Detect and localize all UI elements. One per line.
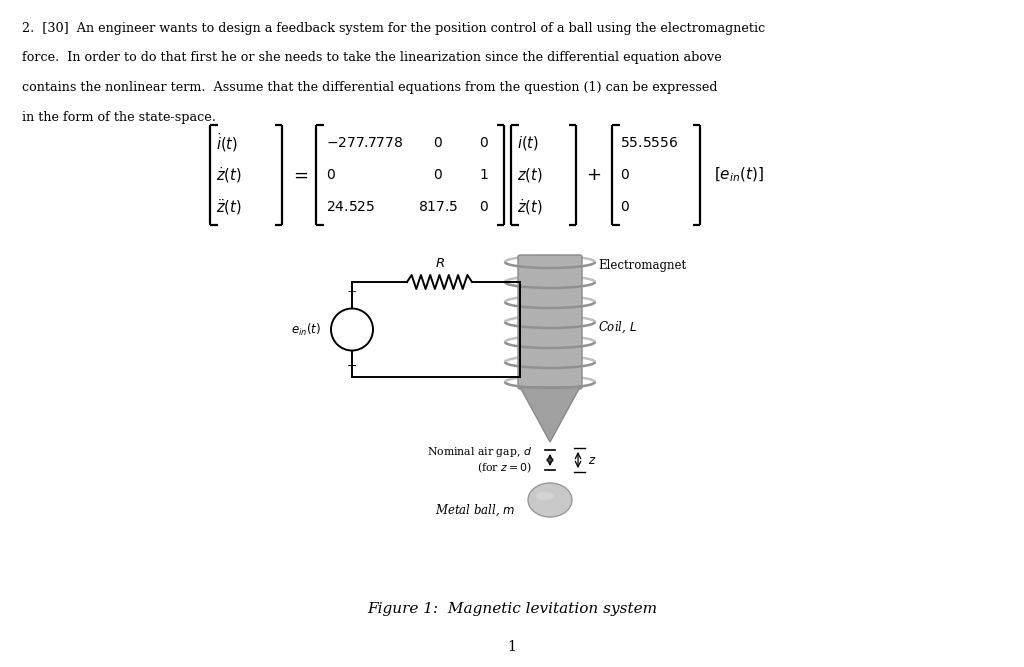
Text: Nominal air gap, $d$
(for $z = 0$): Nominal air gap, $d$ (for $z = 0$) xyxy=(427,445,532,476)
Text: $z(t)$: $z(t)$ xyxy=(517,166,543,184)
Text: $0$: $0$ xyxy=(479,200,488,214)
Text: $\ddot{z}(t)$: $\ddot{z}(t)$ xyxy=(216,197,242,217)
Text: $\dot{i}(t)$: $\dot{i}(t)$ xyxy=(216,131,238,155)
Text: Coil, $L$: Coil, $L$ xyxy=(598,319,637,335)
Text: $e_{in}(t)$: $e_{in}(t)$ xyxy=(291,321,321,338)
Circle shape xyxy=(331,309,373,350)
Text: $0$: $0$ xyxy=(620,168,630,182)
Polygon shape xyxy=(520,387,580,442)
Ellipse shape xyxy=(528,483,572,517)
Text: $R$: $R$ xyxy=(434,257,444,270)
Text: $-$: $-$ xyxy=(346,358,357,372)
Text: contains the nonlinear term.  Assume that the differential equations from the qu: contains the nonlinear term. Assume that… xyxy=(22,81,718,94)
Text: $55.5556$: $55.5556$ xyxy=(620,136,679,150)
Text: 1: 1 xyxy=(508,640,516,654)
Text: Electromagnet: Electromagnet xyxy=(598,259,686,271)
Text: $[e_{in}(t)]$: $[e_{in}(t)]$ xyxy=(714,166,764,184)
Text: $0$: $0$ xyxy=(433,168,443,182)
Text: $24.525$: $24.525$ xyxy=(326,200,375,214)
Text: 2.  [30]  An engineer wants to design a feedback system for the position control: 2. [30] An engineer wants to design a fe… xyxy=(22,22,765,35)
Text: $\dot{z}(t)$: $\dot{z}(t)$ xyxy=(517,197,543,217)
Text: Metal ball, $m$: Metal ball, $m$ xyxy=(435,502,516,518)
Text: +: + xyxy=(347,285,357,299)
Text: Figure 1:  Magnetic levitation system: Figure 1: Magnetic levitation system xyxy=(367,602,657,616)
Ellipse shape xyxy=(537,492,554,500)
FancyBboxPatch shape xyxy=(518,255,582,389)
Text: $=$: $=$ xyxy=(290,166,308,184)
Text: $\dot{z}(t)$: $\dot{z}(t)$ xyxy=(216,165,242,185)
Text: $817.5$: $817.5$ xyxy=(418,200,458,214)
Text: $z$: $z$ xyxy=(588,454,596,466)
Text: $i(t)$: $i(t)$ xyxy=(517,134,539,152)
Text: $+$: $+$ xyxy=(587,166,601,184)
Text: $0$: $0$ xyxy=(326,168,336,182)
Text: force.  In order to do that first he or she needs to take the linearization sinc: force. In order to do that first he or s… xyxy=(22,51,722,65)
Text: $1$: $1$ xyxy=(479,168,488,182)
Text: $0$: $0$ xyxy=(620,200,630,214)
Text: $-277.7778$: $-277.7778$ xyxy=(326,136,403,150)
Text: in the form of the state-space.: in the form of the state-space. xyxy=(22,111,216,123)
Text: $0$: $0$ xyxy=(433,136,443,150)
Text: $0$: $0$ xyxy=(479,136,488,150)
